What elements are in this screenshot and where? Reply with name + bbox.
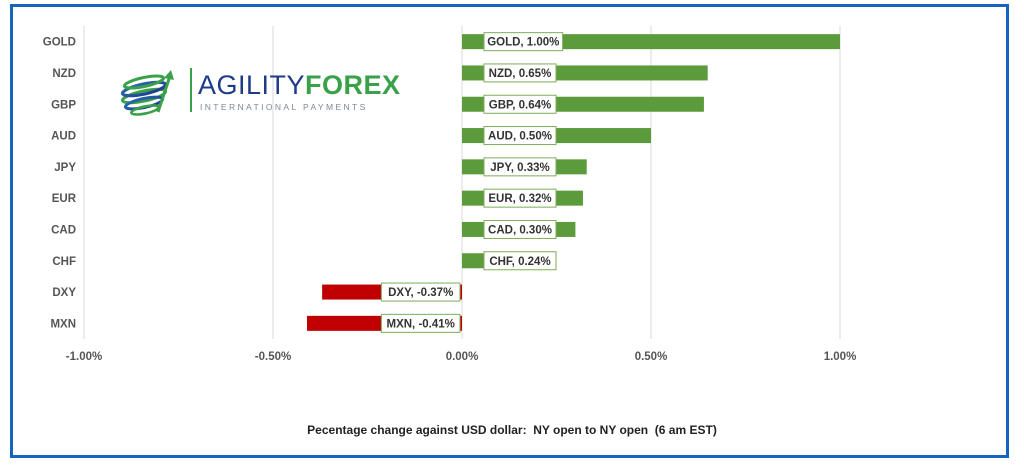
data-label: NZD, 0.65%	[483, 63, 557, 83]
data-label: CHF, 0.24%	[483, 251, 557, 271]
data-label: CAD, 0.30%	[483, 219, 557, 239]
category-label: CHF	[52, 256, 76, 268]
x-tick-label: 0.50%	[635, 351, 668, 363]
x-tick-label: 0.00%	[446, 351, 479, 363]
category-labels: GOLD NZD GBP AUD JPY EUR CAD CHF DXY MXN	[43, 37, 77, 331]
svg-text:JPY, 0.33%: JPY, 0.33%	[490, 162, 549, 174]
category-label: AUD	[51, 131, 76, 143]
category-label: JPY	[54, 162, 76, 174]
svg-text:CHF, 0.24%: CHF, 0.24%	[489, 256, 550, 268]
category-label: MXN	[50, 318, 76, 330]
category-label: NZD	[52, 68, 76, 80]
svg-text:AUD, 0.50%: AUD, 0.50%	[488, 131, 552, 143]
globe-icon	[120, 70, 174, 116]
data-label: GOLD, 1.00%	[483, 32, 564, 52]
agility-forex-logo: AGILITYFOREX INTERNATIONAL PAYMENTS	[118, 62, 400, 124]
svg-text:CAD, 0.30%: CAD, 0.30%	[488, 224, 552, 236]
svg-text:EUR, 0.32%: EUR, 0.32%	[488, 193, 551, 205]
data-label: JPY, 0.33%	[483, 157, 557, 177]
category-label: CAD	[51, 224, 76, 236]
logo-wordmark: AGILITYFOREX	[198, 70, 401, 100]
svg-text:MXN, -0.41%: MXN, -0.41%	[387, 318, 455, 330]
logo-divider	[190, 68, 192, 112]
x-tick-label: -0.50%	[255, 351, 291, 363]
category-label: EUR	[52, 193, 77, 205]
data-labels: GOLD, 1.00% NZD, 0.65% GBP, 0.64% AUD, 0.50…	[380, 32, 564, 333]
logo-subtitle: INTERNATIONAL PAYMENTS	[200, 102, 368, 112]
data-label: GBP, 0.64%	[483, 94, 557, 114]
category-label: DXY	[52, 287, 76, 299]
category-label: GBP	[51, 99, 76, 111]
data-label: MXN, -0.41%	[380, 313, 461, 333]
x-tick-label: -1.00%	[66, 351, 102, 363]
svg-text:GOLD, 1.00%: GOLD, 1.00%	[487, 37, 559, 49]
x-tick-label: 1.00%	[824, 351, 857, 363]
svg-text:NZD, 0.65%: NZD, 0.65%	[489, 68, 552, 80]
data-label: DXY, -0.37%	[380, 282, 461, 302]
svg-text:DXY, -0.37%: DXY, -0.37%	[388, 287, 453, 299]
data-label: AUD, 0.50%	[483, 126, 557, 146]
category-label: GOLD	[43, 37, 76, 49]
data-label: EUR, 0.32%	[483, 188, 557, 208]
svg-text:GBP, 0.64%: GBP, 0.64%	[489, 99, 551, 111]
x-tick-labels: -1.00% -0.50% 0.00% 0.50% 1.00%	[66, 351, 857, 363]
x-axis-caption: Pecentage change against USD dollar: NY …	[307, 423, 717, 437]
